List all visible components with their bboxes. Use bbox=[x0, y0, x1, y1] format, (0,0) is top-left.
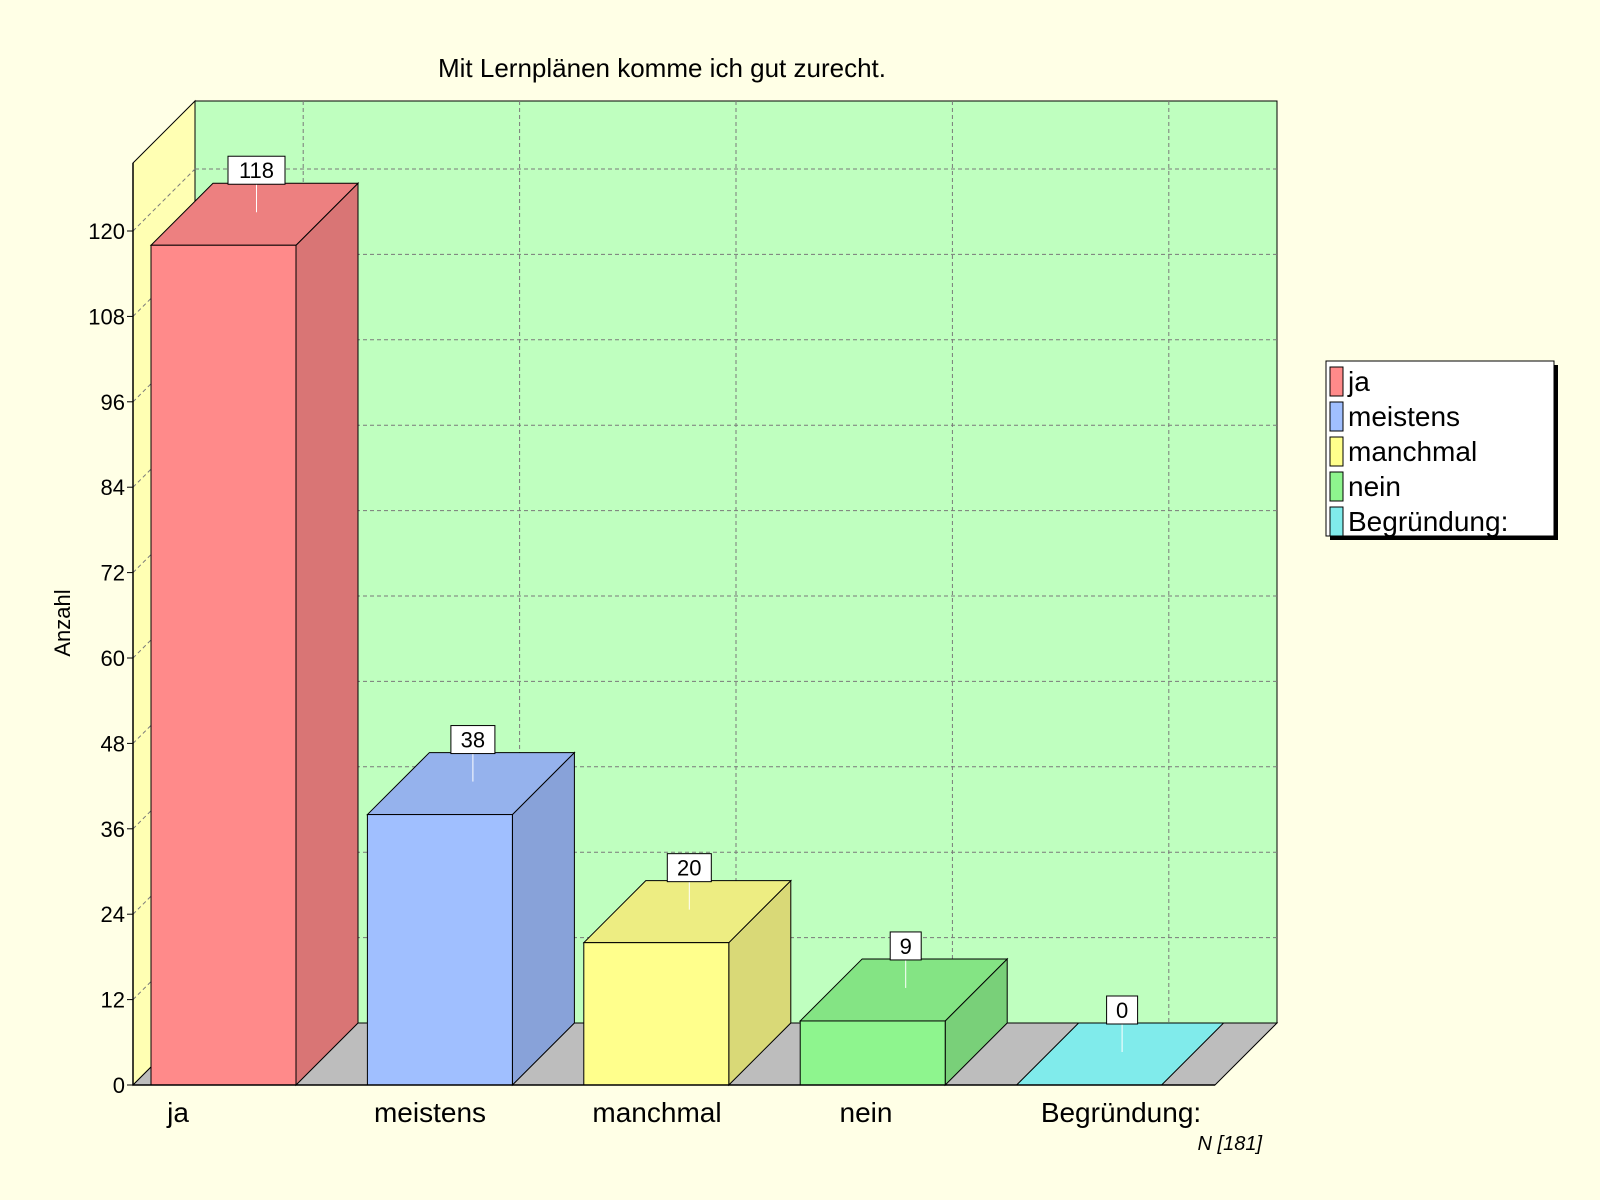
sample-size-note: N [181] bbox=[1198, 1133, 1263, 1155]
data-label-box bbox=[889, 931, 922, 961]
y-tick-label: 84 bbox=[101, 475, 125, 500]
legend-swatch bbox=[1329, 401, 1344, 432]
bar-ja bbox=[149, 182, 360, 1087]
y-tick-label: 120 bbox=[88, 219, 125, 244]
y-tick-label: 72 bbox=[101, 561, 125, 586]
y-axis: 0 12 24 36 48 60 72 84 96 108 120 bbox=[88, 163, 134, 1098]
x-tick-label: Begründung: bbox=[1041, 1097, 1201, 1128]
bar-front bbox=[583, 942, 730, 1086]
data-label: 0 bbox=[1116, 998, 1128, 1023]
bar-meistens bbox=[366, 751, 576, 1087]
y-tick-label: 12 bbox=[101, 988, 125, 1013]
data-label-box bbox=[1106, 995, 1139, 1025]
bar-side bbox=[295, 182, 359, 1087]
data-label-box bbox=[227, 155, 286, 185]
y-tick-label: 24 bbox=[101, 902, 125, 927]
legend-label: Begründung: bbox=[1348, 506, 1508, 537]
y-axis-label: Anzahl bbox=[50, 589, 75, 656]
legend-label: nein bbox=[1348, 471, 1401, 502]
legend-swatch bbox=[1329, 436, 1344, 467]
legend-label: ja bbox=[1347, 366, 1370, 397]
y-tick-label: 96 bbox=[101, 390, 125, 415]
bar-front bbox=[799, 1020, 946, 1086]
legend-label: meistens bbox=[1348, 401, 1460, 432]
data-label: 118 bbox=[239, 158, 274, 183]
gridline-depth bbox=[132, 168, 196, 232]
bar-front bbox=[150, 244, 297, 1086]
chart-title: Mit Lernplänen komme ich gut zurecht. bbox=[438, 53, 886, 83]
bars bbox=[149, 182, 1225, 1087]
data-label: 9 bbox=[900, 934, 912, 959]
data-label-box bbox=[450, 725, 496, 755]
y-tick-label: 60 bbox=[101, 646, 125, 671]
y-tick-label: 0 bbox=[113, 1073, 125, 1098]
y-tick-label: 48 bbox=[101, 731, 125, 756]
y-tick-label: 36 bbox=[101, 817, 125, 842]
bar-front bbox=[366, 814, 513, 1086]
x-tick-label: meistens bbox=[374, 1097, 486, 1128]
data-label: 20 bbox=[677, 856, 701, 881]
y-tick-label: 108 bbox=[88, 304, 125, 329]
legend-label: manchmal bbox=[1348, 436, 1477, 467]
x-tick-label: manchmal bbox=[592, 1097, 721, 1128]
x-tick-label: ja bbox=[166, 1097, 189, 1128]
legend-swatch bbox=[1329, 506, 1344, 537]
x-tick-label: nein bbox=[840, 1097, 893, 1128]
bar-nein bbox=[798, 957, 1009, 1087]
legend-box bbox=[1325, 360, 1555, 537]
legend-swatch bbox=[1329, 366, 1344, 397]
data-label: 38 bbox=[461, 728, 485, 753]
bar-manchmal bbox=[582, 879, 793, 1087]
data-label-box bbox=[666, 853, 712, 883]
x-axis: ja meistens manchmal nein Begründung: bbox=[133, 1084, 1215, 1128]
data-labels: 118 38 20 9 0 bbox=[227, 155, 1139, 1052]
legend: ja meistens manchmal nein Begründung: bbox=[1325, 360, 1558, 540]
legend-swatch bbox=[1329, 471, 1344, 502]
